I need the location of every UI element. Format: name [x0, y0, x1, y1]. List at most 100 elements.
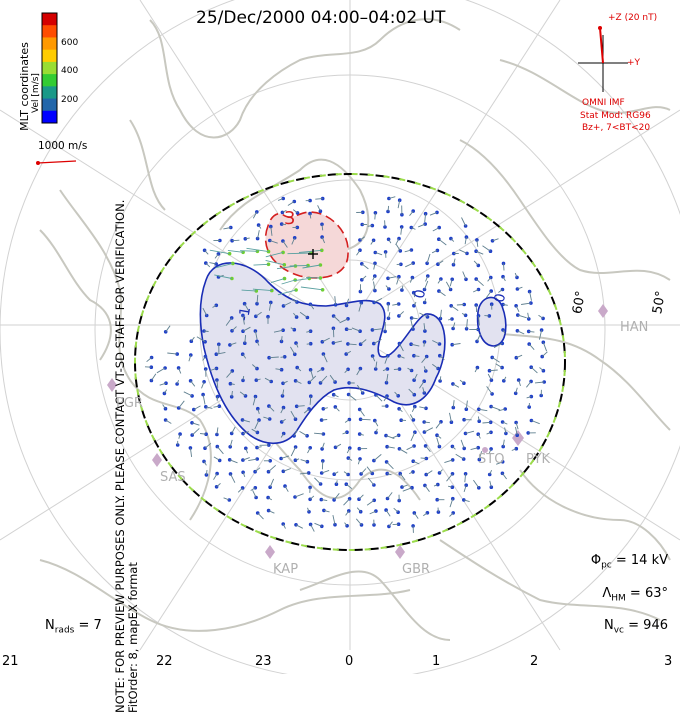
- velocity-vector-origin: [305, 434, 309, 438]
- colorbar-tick-400: 400: [61, 66, 78, 76]
- velocity-vector-origin: [386, 367, 390, 371]
- velocity-vector: [474, 261, 478, 266]
- velocity-vector: [375, 213, 376, 220]
- velocity-vector-origin: [464, 224, 468, 228]
- velocity-vector: [531, 421, 539, 424]
- velocity-vector: [496, 364, 503, 368]
- velocity-vector: [166, 326, 170, 332]
- velocity-vector: [526, 381, 531, 387]
- velocity-vector: [450, 499, 453, 507]
- stat-lambda-hm: ΛHM = 63°: [602, 586, 668, 604]
- stat-n-vc: Nvc = 946: [604, 618, 668, 636]
- velocity-vector: [230, 460, 238, 463]
- stat-n-rads: Nrads = 7: [45, 618, 102, 636]
- velocity-vector: [492, 357, 499, 362]
- velocity-vector: [357, 250, 361, 255]
- velocity-vector: [281, 357, 285, 358]
- velocity-vector: [410, 211, 414, 216]
- mlt-tick-3: 3: [664, 654, 672, 669]
- velocity-vector: [270, 479, 274, 487]
- velocity-vector: [405, 263, 413, 267]
- stat-n-vc-value: = 946: [628, 618, 668, 633]
- site-gbr: GBR: [402, 562, 430, 577]
- convection-map: [0, 0, 680, 674]
- velocity-vector-origin: [413, 430, 417, 434]
- velocity-vector: [462, 218, 466, 227]
- velocity-vector-origin: [464, 314, 468, 318]
- velocity-vector: [147, 358, 152, 362]
- site-pgr: PGR: [116, 396, 143, 411]
- velocity-vector: [473, 480, 478, 488]
- velocity-vector: [517, 331, 524, 334]
- velocity-vector: [307, 344, 311, 345]
- velocity-vector: [459, 250, 467, 254]
- velocity-vector: [301, 287, 323, 290]
- velocity-vector-origin: [449, 288, 453, 292]
- velocity-vector: [344, 499, 350, 505]
- velocity-vector: [253, 490, 257, 497]
- velocity-vector: [388, 206, 389, 212]
- velocity-vector: [215, 254, 218, 259]
- velocity-vector: [477, 334, 480, 341]
- velocity-vector: [407, 446, 415, 450]
- colorbar-segment: [42, 86, 57, 99]
- velocity-vector: [315, 523, 322, 526]
- colorbar-segment: [42, 111, 57, 124]
- velocity-vector-origin: [475, 340, 479, 344]
- stat-phi-pc-value: = 14 kV: [616, 553, 668, 568]
- velocity-vector: [166, 420, 172, 424]
- site-sas: SAS: [160, 470, 186, 485]
- velocity-vector-origin: [192, 408, 196, 412]
- velocity-vector: [282, 280, 296, 284]
- velocity-vector: [361, 469, 366, 474]
- colorbar-segment: [42, 37, 57, 50]
- velocity-vector: [240, 251, 257, 252]
- velocity-vector: [291, 447, 295, 456]
- velocity-vector: [359, 495, 363, 499]
- velocity-vector: [288, 202, 294, 206]
- velocity-vector: [306, 277, 320, 278]
- velocity-vector: [411, 432, 415, 441]
- velocity-vector: [529, 344, 534, 350]
- velocity-vector: [368, 478, 374, 485]
- site-kap: KAP: [273, 562, 298, 577]
- mlt-tick-21: 21: [2, 654, 19, 669]
- velocity-vector: [424, 428, 432, 432]
- velocity-vector: [362, 264, 369, 269]
- velocity-vector: [269, 465, 276, 471]
- velocity-vector-origin: [230, 432, 234, 436]
- velocity-vector: [205, 250, 209, 254]
- site-sto: STO: [478, 452, 504, 467]
- velocity-vector: [367, 500, 374, 505]
- velocity-vector: [414, 513, 418, 519]
- mlt-tick-1: 1: [432, 654, 440, 669]
- velocity-vector: [504, 263, 505, 270]
- site-pyk: PYK: [526, 452, 550, 467]
- velocity-vector: [476, 279, 483, 286]
- velocity-vector: [394, 508, 398, 512]
- velocity-vector: [426, 471, 432, 475]
- contour-negative: [266, 212, 349, 278]
- velocity-vector: [386, 436, 394, 439]
- velocity-vector: [387, 462, 394, 469]
- velocity-vector-origin: [426, 315, 430, 319]
- imf-stat-model: Stat Mod: RG96: [580, 111, 651, 121]
- velocity-vector: [518, 315, 527, 318]
- velocity-vector-origin: [282, 304, 286, 308]
- velocity-vector: [206, 263, 210, 267]
- velocity-vector: [157, 368, 165, 373]
- velocity-vector: [444, 460, 452, 463]
- velocity-vector-origin: [295, 300, 299, 304]
- velocity-vector: [374, 298, 382, 302]
- colorbar-tick-200: 200: [61, 95, 78, 105]
- preview-note-line2: FitOrder: 8, mapEX format: [127, 243, 140, 713]
- velocity-vector-origin: [256, 431, 260, 435]
- velocity-colorbar: [42, 13, 57, 124]
- velocity-vector-origin: [294, 445, 298, 449]
- velocity-vector: [285, 486, 288, 492]
- velocity-vector: [311, 524, 315, 531]
- velocity-vector: [282, 336, 283, 341]
- velocity-vector-origin: [358, 329, 362, 333]
- velocity-vector: [346, 484, 352, 488]
- coordinates-label: MLT coordinates: [18, 42, 31, 131]
